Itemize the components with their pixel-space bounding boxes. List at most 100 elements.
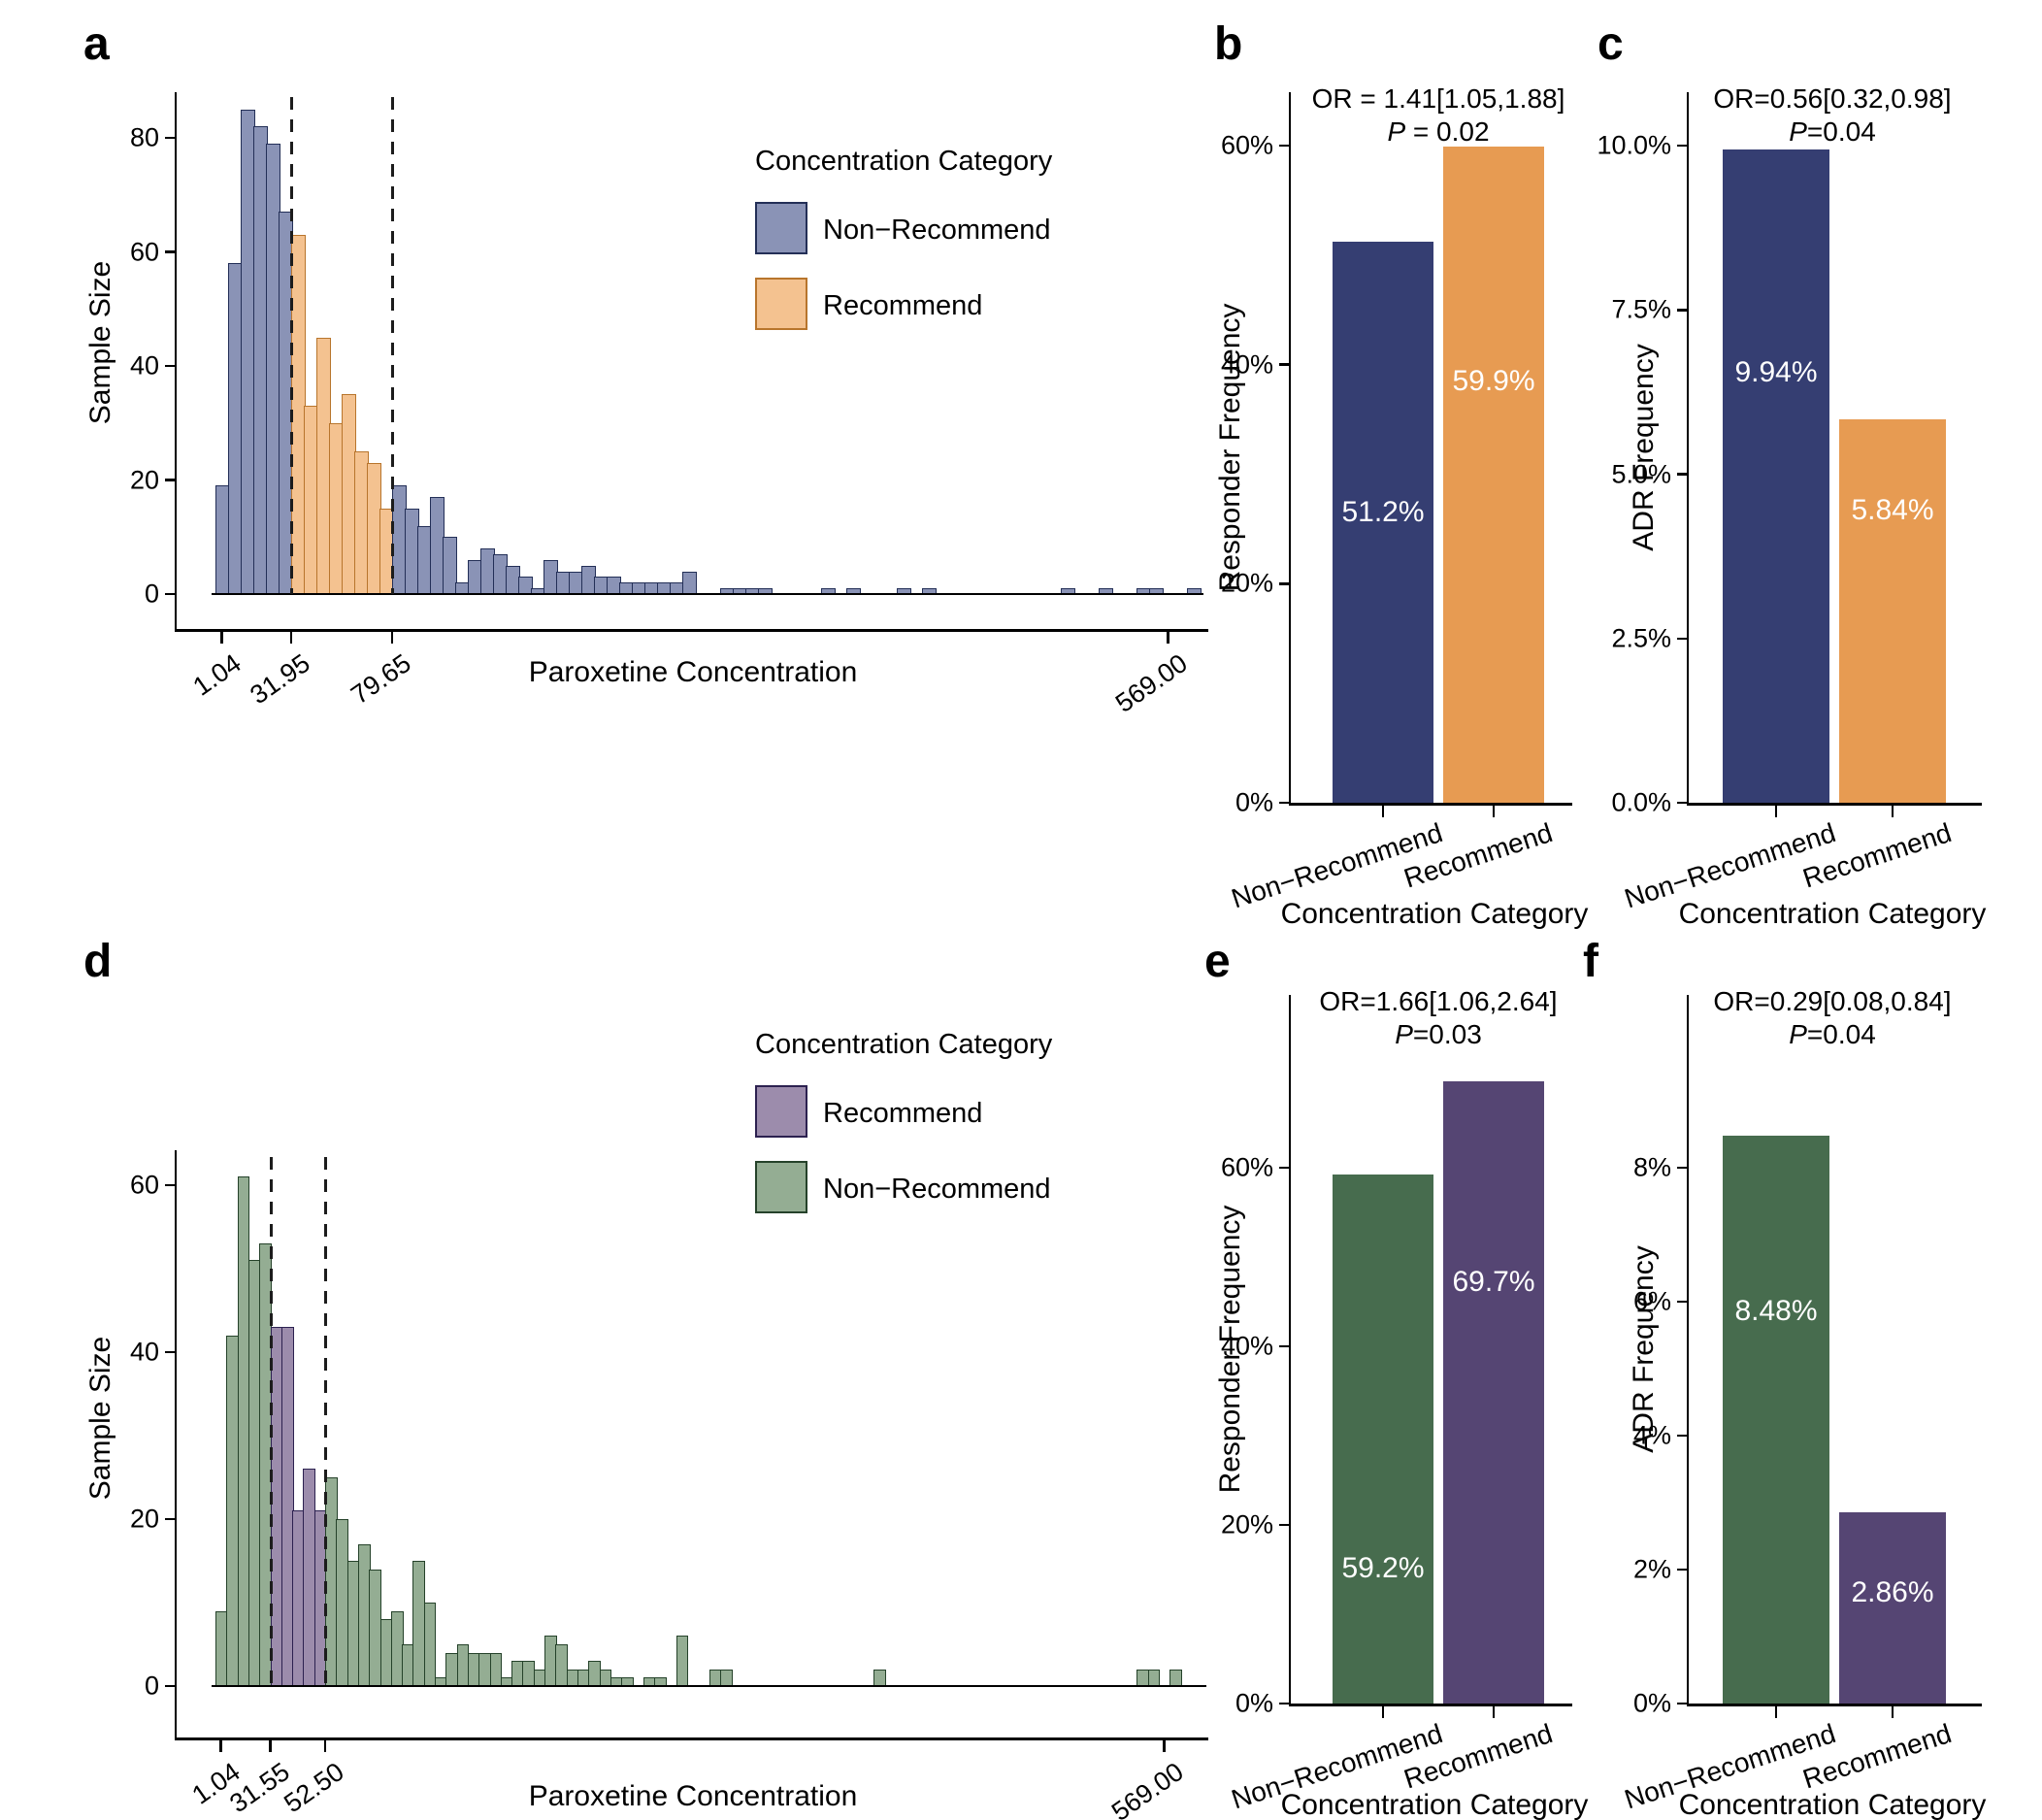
y-tick-label-d: 20 (129, 1504, 159, 1534)
y-tick-mark-c (1677, 637, 1689, 640)
annotation-p-c: P=0.04 (1789, 116, 1876, 147)
x-tick-label-d: 52.50 (279, 1757, 350, 1819)
x-tick-label-a: 79.65 (346, 648, 417, 711)
y-tick-label-c: 5.0% (1611, 459, 1671, 488)
y-tick-mark-e (1279, 1702, 1291, 1705)
hist-bar-d-40 (654, 1677, 667, 1686)
bar-e-0 (1333, 1175, 1433, 1704)
y-tick-mark-f (1677, 1702, 1689, 1705)
y-tick-mark-f (1677, 1434, 1689, 1438)
y-tick-label-e: 0% (1235, 1688, 1273, 1718)
legend-swatch-d-1 (755, 1161, 807, 1213)
y-axis-title-c: ADR Frequency (1628, 344, 1660, 551)
legend-item-label-a-0: Non−Recommend (823, 215, 1051, 246)
bar-c-1 (1839, 418, 1946, 803)
hist-bar-d-37 (621, 1677, 634, 1686)
cat-tick-mark-e-1 (1492, 1705, 1496, 1718)
legend-title-a: Concentration Category (755, 146, 1053, 177)
y-tick-label-f: 6% (1632, 1286, 1671, 1316)
hist-baseline-a (212, 593, 1203, 596)
x-axis-title-c: Concentration Category (1678, 898, 1987, 930)
y-axis-spine-b (1288, 92, 1291, 806)
y-tick-label-a: 80 (129, 122, 159, 152)
legend-title-d: Concentration Category (755, 1029, 1053, 1060)
hist-bar-d-85 (1147, 1669, 1161, 1686)
hist-bar-a-48 (821, 588, 836, 594)
y-tick-label-d: 0 (144, 1671, 159, 1701)
bar-value-label-b-1: 59.9% (1452, 364, 1535, 397)
y-tick-mark-d (165, 1183, 177, 1187)
hist-bar-d-60 (873, 1669, 886, 1686)
y-axis-spine-d (174, 1150, 177, 1740)
x-tick-label-d: 569.00 (1105, 1757, 1189, 1820)
y-tick-mark-e (1279, 1166, 1291, 1170)
y-tick-mark-c (1677, 309, 1689, 312)
threshold-line-a-31.95 (290, 97, 293, 594)
panel-letter-d: d (83, 936, 113, 987)
y-tick-mark-f (1677, 1300, 1689, 1304)
legend-swatch-d-0 (755, 1085, 807, 1138)
x-tick-mark-d (1163, 1739, 1166, 1752)
annotation-or-e: OR=1.66[1.06,2.64] (1319, 986, 1558, 1016)
panel-letter-e: e (1204, 936, 1231, 987)
y-tick-label-e: 60% (1220, 1152, 1273, 1182)
legend-swatch-a-0 (755, 202, 807, 254)
bar-f-1 (1839, 1511, 1946, 1704)
hist-bar-a-74 (1149, 588, 1164, 594)
cat-tick-mark-c-1 (1891, 805, 1894, 817)
x-tick-label-a: 1.04 (187, 648, 247, 702)
x-tick-mark-a (220, 631, 223, 644)
y-tick-mark-e (1279, 1523, 1291, 1527)
x-axis-spine-c (1686, 803, 1982, 806)
panel-letter-b: b (1214, 18, 1243, 70)
y-tick-label-e: 20% (1220, 1509, 1273, 1539)
hist-bar-a-77 (1187, 588, 1202, 594)
y-tick-label-b: 0% (1235, 787, 1273, 817)
x-tick-label-a: 31.95 (245, 648, 316, 711)
y-tick-mark-e (1279, 1344, 1291, 1348)
y-tick-mark-d (165, 1684, 177, 1688)
y-axis-title-a: Sample Size (84, 260, 116, 425)
bar-e-1 (1443, 1080, 1544, 1704)
hist-baseline-d (212, 1685, 1206, 1688)
y-axis-title-b: Responder Frequency (1214, 303, 1246, 592)
hist-bar-a-18 (443, 537, 457, 594)
bar-value-label-f-1: 2.86% (1851, 1575, 1934, 1608)
y-tick-label-a: 60 (129, 237, 159, 266)
x-tick-mark-d (269, 1739, 272, 1752)
threshold-line-a-79.65 (391, 97, 394, 594)
y-tick-mark-a (165, 136, 177, 140)
bar-value-label-f-0: 8.48% (1734, 1295, 1818, 1328)
legend-item-label-a-1: Recommend (823, 290, 983, 321)
legend-item-label-d-0: Recommend (823, 1098, 983, 1129)
x-tick-mark-a (390, 631, 394, 644)
x-axis-spine-a (174, 629, 1208, 632)
y-tick-mark-b (1279, 582, 1291, 585)
hist-bar-a-43 (758, 588, 773, 594)
cat-tick-mark-c-0 (1774, 805, 1778, 817)
bar-value-label-c-0: 9.94% (1734, 355, 1818, 388)
y-tick-label-c: 10.0% (1597, 130, 1671, 160)
y-tick-label-f: 4% (1632, 1420, 1671, 1450)
hist-bar-d-19 (423, 1603, 437, 1686)
bar-value-label-c-1: 5.84% (1851, 493, 1934, 526)
x-axis-title-b: Concentration Category (1280, 898, 1589, 930)
y-tick-mark-a (165, 364, 177, 368)
hist-bar-d-87 (1169, 1669, 1182, 1686)
panel-letter-c: c (1597, 18, 1624, 70)
y-axis-spine-a (174, 92, 177, 632)
annotation-or-f: OR=0.29[0.08,0.84] (1713, 986, 1952, 1016)
y-tick-label-a: 40 (129, 350, 159, 381)
legend-swatch-a-1 (755, 278, 807, 330)
y-axis-spine-f (1686, 995, 1689, 1706)
y-axis-title-d: Sample Size (84, 1336, 116, 1501)
x-tick-mark-a (289, 631, 293, 644)
y-tick-label-b: 60% (1220, 130, 1273, 160)
x-axis-title-d: Paroxetine Concentration (528, 1780, 858, 1812)
hist-bar-d-42 (675, 1636, 689, 1686)
y-tick-label-c: 2.5% (1611, 623, 1671, 653)
threshold-line-d-52.50 (324, 1157, 327, 1686)
y-tick-mark-f (1677, 1166, 1689, 1170)
x-tick-mark-d (323, 1739, 327, 1752)
